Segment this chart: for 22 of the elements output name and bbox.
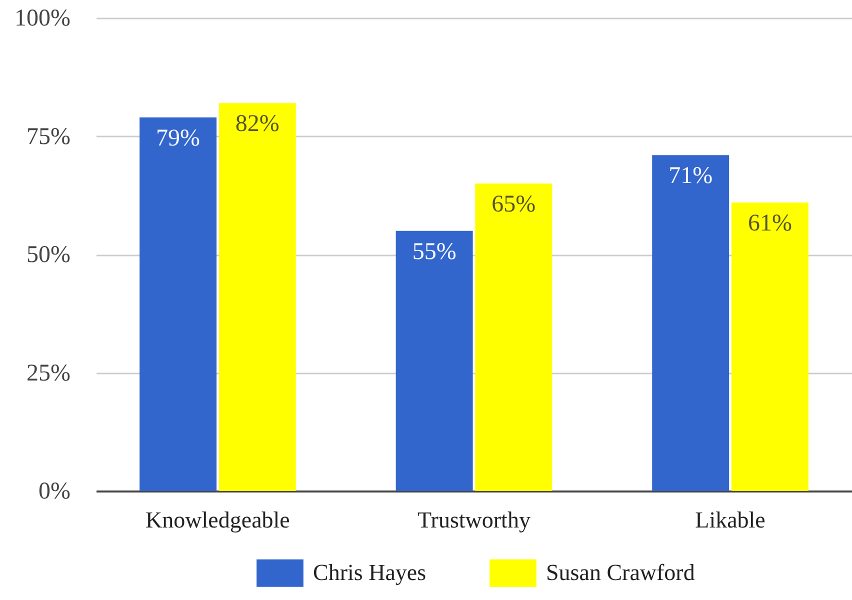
data-label: 65% (492, 192, 536, 218)
x-tick-label: Trustworthy (418, 508, 531, 532)
data-label: 61% (748, 210, 792, 236)
bar (218, 103, 296, 491)
bar (140, 117, 217, 491)
data-label: 55% (412, 238, 456, 265)
bar (475, 184, 552, 491)
legend-label: Chris Hayes (313, 560, 426, 586)
data-label: 79% (156, 125, 200, 152)
x-tick-label: Knowledgeable (146, 508, 290, 532)
y-tick-label: 100% (14, 6, 70, 32)
y-tick-label: 75% (26, 124, 70, 150)
bar (396, 230, 473, 491)
bar (731, 202, 808, 491)
data-label: 71% (668, 163, 713, 190)
bar (652, 155, 730, 491)
data-label: 82% (235, 111, 280, 138)
x-tick-label: Likable (695, 508, 766, 532)
y-tick-label: 50% (26, 242, 70, 268)
y-tick-label: 0% (38, 478, 70, 504)
legend-label: Susan Crawford (546, 560, 696, 586)
y-tick-label: 25% (26, 360, 70, 386)
